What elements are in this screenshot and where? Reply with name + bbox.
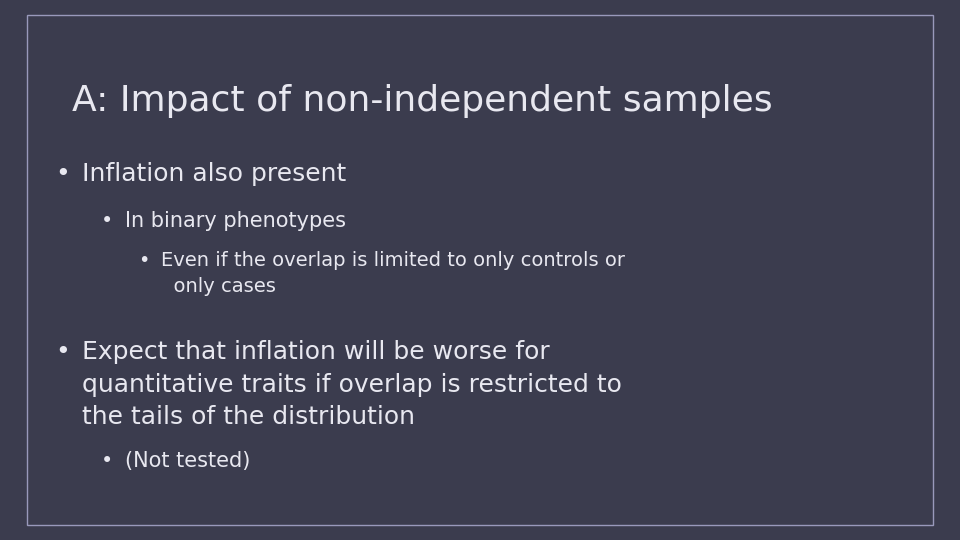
Text: •: •: [56, 340, 70, 364]
Text: A: Impact of non-independent samples: A: Impact of non-independent samples: [72, 84, 773, 118]
Text: •: •: [101, 451, 113, 471]
Text: •: •: [138, 251, 150, 270]
Text: In binary phenotypes: In binary phenotypes: [125, 211, 346, 231]
Text: Even if the overlap is limited to only controls or
  only cases: Even if the overlap is limited to only c…: [161, 251, 625, 296]
Text: Expect that inflation will be worse for
quantitative traits if overlap is restri: Expect that inflation will be worse for …: [82, 340, 621, 429]
Text: •: •: [101, 211, 113, 231]
Text: Inflation also present: Inflation also present: [82, 162, 346, 186]
Text: (Not tested): (Not tested): [125, 451, 251, 471]
Text: •: •: [56, 162, 70, 186]
